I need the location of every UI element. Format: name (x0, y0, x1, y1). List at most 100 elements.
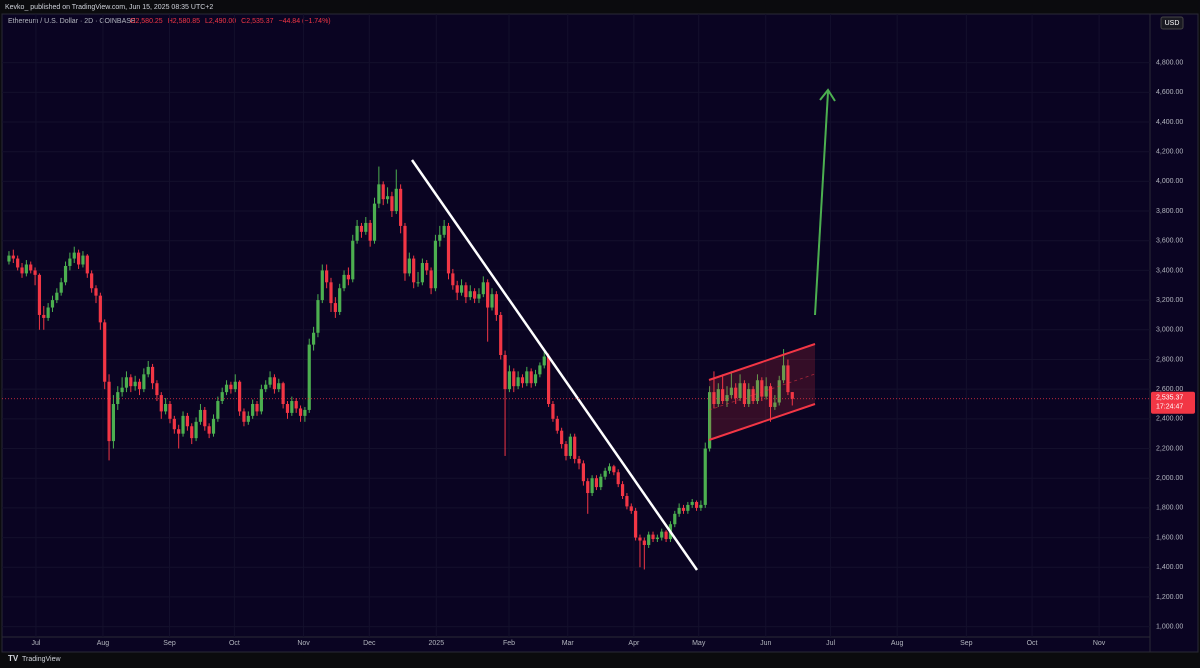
candle-body (577, 458, 581, 464)
candle-body (433, 240, 438, 289)
y-tick-label: 1,800.00 (1156, 505, 1183, 512)
candle-body (385, 196, 390, 200)
x-tick-label: Aug (891, 640, 904, 647)
candle-body (203, 409, 207, 427)
candle-body (477, 294, 481, 299)
candle-body (786, 365, 790, 393)
candle-body (490, 294, 494, 308)
candle-body (272, 377, 277, 390)
x-tick-label: Apr (628, 640, 640, 647)
candle-body (111, 403, 116, 442)
candle-body (194, 421, 198, 439)
candle-body (229, 384, 233, 390)
y-tick-label: 3,000.00 (1156, 327, 1183, 334)
price-tag-label: 2,535.37 (1156, 395, 1183, 402)
arrow-shaft (814, 91, 829, 316)
x-tick-label: Sep (163, 640, 176, 647)
candle-body (464, 285, 468, 298)
candle-body (620, 484, 625, 497)
candle-body (564, 444, 568, 456)
candle-body (251, 403, 255, 416)
x-tick-label: 2025 (429, 640, 445, 647)
candle-body (760, 380, 764, 397)
candle-body (129, 377, 133, 387)
candle-body (416, 282, 420, 284)
candle-body (46, 307, 50, 318)
candle-body (190, 426, 194, 439)
y-tick-label: 2,200.00 (1156, 445, 1183, 452)
candle-body (647, 534, 651, 545)
legend-label: Ethereum / U.S. Dollar · 2D · COINBASE (8, 18, 136, 25)
candle-body (355, 225, 359, 241)
candle-body (259, 389, 263, 412)
y-tick-label: 1,600.00 (1156, 534, 1183, 541)
candle-body (481, 282, 485, 295)
currency: USD (1165, 20, 1180, 27)
candle-body (581, 463, 585, 482)
y-tick-label: 4,800.00 (1156, 59, 1183, 66)
y-tick-label: 4,400.00 (1156, 119, 1183, 126)
candle-body (246, 415, 250, 422)
candle-body (50, 300, 55, 308)
candle-body (11, 255, 15, 259)
candle-body (729, 387, 733, 396)
candle-body (773, 402, 777, 407)
candle-body (268, 377, 272, 385)
candle-body (16, 258, 20, 268)
candle-body (607, 466, 612, 471)
candle-body (533, 374, 538, 384)
plot (2, 14, 1150, 637)
candle-body (429, 270, 433, 289)
candle-body (233, 381, 237, 390)
candle-body (298, 408, 303, 416)
candle-body (368, 222, 372, 241)
candle-body (512, 371, 516, 387)
x-tick-label: Jul (31, 640, 40, 647)
candle-body (98, 295, 102, 323)
candle-body (63, 265, 68, 283)
candle-body (420, 263, 424, 283)
candle-body (616, 472, 620, 485)
candle-body (486, 282, 490, 308)
candle-body (625, 496, 629, 507)
candle-body (72, 252, 76, 259)
candle-body (359, 225, 364, 232)
candle-body (699, 504, 703, 508)
candle-body (738, 383, 742, 399)
legend-values: O2,580.25 H2,580.85 L2,490.00 C2,535.37 −44.… (130, 18, 331, 25)
candle-body (294, 401, 298, 409)
candle-body (721, 389, 725, 402)
candle-body (660, 531, 664, 538)
candle-body (634, 510, 638, 538)
candle-body (137, 381, 142, 390)
candle-body (603, 470, 607, 477)
y-tick-label: 2,600.00 (1156, 386, 1183, 393)
candle-body (673, 513, 677, 525)
candle-body (542, 356, 546, 366)
candle-body (442, 225, 446, 235)
candle-body (520, 377, 525, 384)
candle-body (612, 466, 616, 473)
candle-body (399, 188, 403, 226)
candle-body (316, 300, 320, 333)
x-tick-label: Oct (229, 640, 240, 647)
channel-top (708, 343, 816, 381)
candle-body (734, 387, 738, 399)
chart-panel (1, 13, 1199, 653)
candle-body (573, 436, 577, 459)
candle-body (146, 366, 150, 375)
candle-body (790, 392, 794, 399)
candle-body (198, 409, 203, 422)
candle-body (277, 383, 281, 390)
candle-body (629, 506, 633, 511)
candle-body (681, 507, 686, 511)
candle-body (707, 392, 712, 449)
candle-body (224, 384, 229, 393)
candle-body (494, 294, 498, 315)
candle-body (651, 534, 655, 540)
candle-body (133, 381, 137, 387)
candle-body (529, 371, 533, 384)
candle-body (264, 384, 268, 390)
candle-body (438, 234, 442, 241)
candle-body (42, 314, 46, 318)
